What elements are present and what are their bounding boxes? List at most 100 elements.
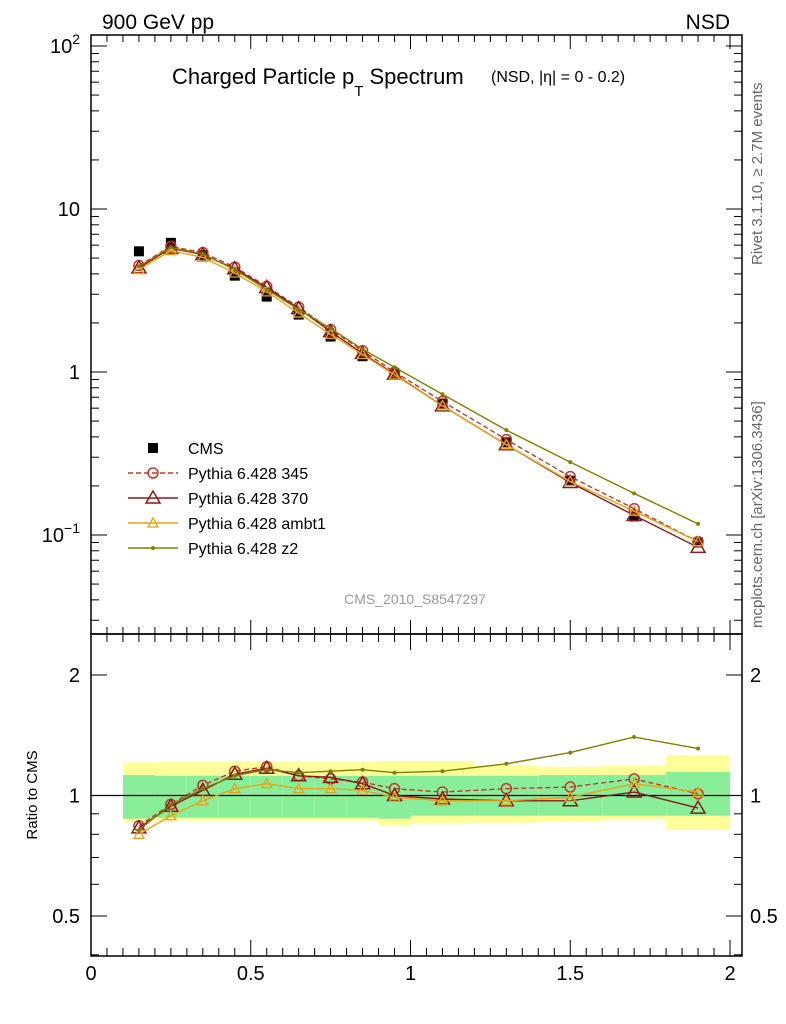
spectrum-point-pythia-6-428-ambt1: [564, 475, 577, 487]
ratio-line-pythia-6-428-370: [138, 767, 699, 829]
ratio-point-pythia-6-428-z2: [360, 767, 365, 772]
spectrum-line-pythia-6-428-345: [138, 245, 699, 543]
spectrum-point-pythia-6-428-ambt1: [388, 368, 401, 380]
x-tick-label: 1.5: [556, 963, 584, 985]
ratio-point-pythia-6-428-z2: [264, 767, 269, 772]
spectrum-point-pythia-6-428-ambt1: [691, 535, 705, 547]
spectrum-point-pythia-6-428-370: [689, 538, 707, 554]
spectrum-axes: 102 10 1 10−1: [42, 31, 742, 634]
ratio-series: [130, 735, 707, 839]
ratio-y-tick-label-left: 1: [69, 786, 80, 808]
spectrum-point-pythia-6-428-z2: [504, 428, 509, 433]
ratio-band-inner: [666, 771, 730, 816]
ratio-point-pythia-6-428-ambt1: [228, 782, 241, 794]
ratio-y-tick-label-left: 2: [69, 665, 80, 687]
legend-label-pythia-6-428-345: Pythia 6.428 345: [188, 466, 308, 483]
legend-label-pythia-6-428-z2: Pythia 6.428 z2: [188, 541, 298, 558]
spectrum-point-cms: [133, 246, 144, 257]
ratio-band-inner: [218, 775, 251, 818]
spectrum-point-pythia-6-428-ambt1: [324, 328, 337, 340]
x-tick-label: 1: [405, 963, 416, 985]
ratio-y-tick-label-right: 2: [750, 665, 761, 687]
analysis-watermark: CMS_2010_S8547297: [344, 591, 486, 607]
spectrum-point-cms: [261, 291, 272, 302]
ratio-point-pythia-6-428-ambt1: [132, 827, 146, 839]
ratio-point-pythia-6-428-ambt1: [388, 790, 401, 802]
ratio-point-pythia-6-428-345: [692, 788, 704, 800]
legend-label-pythia-6-428-370: Pythia 6.428 370: [188, 491, 308, 508]
spectrum-title-suffix: (NSD, |η| = 0 - 0.2): [491, 69, 625, 86]
ratio-band-inner: [250, 775, 283, 818]
spectrum-point-pythia-6-428-z2: [568, 460, 573, 465]
spectrum-point-pythia-6-428-ambt1: [436, 399, 449, 411]
ratio-point-pythia-6-428-ambt1: [356, 784, 369, 796]
spectrum-point-cms: [629, 511, 640, 522]
ratio-point-pythia-6-428-z2: [568, 750, 573, 755]
header-left-label: 900 GeV pp: [102, 11, 214, 34]
ratio-point-pythia-6-428-z2: [440, 769, 445, 774]
spectrum-point-pythia-6-428-ambt1: [164, 244, 177, 256]
spectrum-line-pythia-6-428-z2: [138, 246, 699, 525]
ratio-point-pythia-6-428-ambt1: [164, 809, 177, 821]
y-tick-label: 1: [69, 362, 80, 384]
spectrum-point-pythia-6-428-z2: [264, 287, 269, 292]
spectrum-point-pythia-6-428-ambt1: [500, 438, 513, 450]
ratio-point-pythia-6-428-370: [386, 787, 403, 802]
ratio-point-pythia-6-428-z2: [328, 769, 333, 774]
ratio-point-pythia-6-428-370: [258, 759, 276, 774]
ratio-point-pythia-6-428-ambt1: [564, 790, 577, 802]
mcplots-side-label: mcplots.cern.ch [arXiv:1306.3436]: [749, 401, 766, 628]
spectrum-point-pythia-6-428-ambt1: [132, 263, 146, 275]
ratio-frame: [90, 633, 743, 957]
spectrum-point-pythia-6-428-z2: [696, 521, 701, 526]
spectrum-point-cms: [165, 237, 176, 248]
spectrum-point-cms: [293, 309, 304, 320]
x-tick-label: 0: [85, 963, 96, 985]
legend-marker-cms: [148, 443, 158, 453]
spectrum-point-pythia-6-428-370: [162, 239, 180, 254]
spectrum-point-pythia-6-428-370: [625, 506, 643, 522]
ratio-y-tick-label-right: 1: [750, 786, 761, 808]
ratio-point-pythia-6-428-ambt1: [628, 777, 641, 789]
spectrum-point-pythia-6-428-z2: [360, 347, 365, 352]
spectrum-point-pythia-6-428-z2: [136, 264, 141, 269]
ratio-point-pythia-6-428-ambt1: [436, 794, 449, 806]
spectrum-point-pythia-6-428-z2: [296, 307, 301, 312]
ratio-point-pythia-6-428-z2: [392, 770, 397, 775]
ratio-band-inner: [282, 775, 315, 818]
ratio-point-pythia-6-428-ambt1: [324, 782, 337, 794]
ratio-band-inner: [122, 775, 155, 819]
spectrum-point-pythia-6-428-z2: [168, 245, 173, 250]
ratio-point-pythia-6-428-ambt1: [292, 782, 305, 794]
x-tick-label: 0.5: [237, 963, 265, 985]
ratio-point-pythia-6-428-z2: [136, 827, 141, 832]
ratio-y-axis-label: Ratio to CMS: [24, 750, 41, 839]
ratio-line-pythia-6-428-ambt1: [138, 783, 699, 835]
y-tick-label: 10−1: [42, 520, 80, 547]
ratio-point-pythia-6-428-370: [434, 790, 451, 805]
ratio-point-pythia-6-428-370: [689, 799, 707, 814]
ratio-panel: 0.5 0.5 1 1 2 2 0 0.5 1 1.5 2 Ratio to CMS: [24, 633, 778, 985]
ratio-y-tick-label-left: 0.5: [52, 906, 80, 928]
spectrum-point-cms: [693, 537, 704, 548]
spectrum-point-cms: [229, 270, 240, 281]
ratio-point-pythia-6-428-370: [354, 775, 371, 790]
spectrum-line-pythia-6-428-ambt1: [138, 249, 699, 543]
spectrum-point-pythia-6-428-ambt1: [228, 266, 241, 278]
spectrum-point-pythia-6-428-370: [434, 397, 451, 412]
ratio-point-pythia-6-428-370: [625, 783, 643, 798]
spectrum-point-cms: [501, 437, 512, 448]
legend-marker-pythia-6-428-z2: [151, 546, 155, 550]
legend-marker-pythia-6-428-345: [147, 467, 159, 479]
legend-marker-pythia-6-428-ambt1: [146, 516, 160, 528]
legend-marker-pythia-6-428-370: [144, 489, 162, 504]
ratio-point-pythia-6-428-345: [388, 782, 401, 795]
ratio-point-pythia-6-428-z2: [696, 746, 701, 751]
header-right-label: NSD: [686, 11, 730, 34]
spectrum-point-pythia-6-428-370: [498, 436, 515, 451]
x-tick-label: 2: [724, 963, 735, 985]
legend-label-cms: CMS: [188, 441, 224, 458]
ratio-point-pythia-6-428-370: [290, 767, 307, 782]
spectrum-title: Charged Particle pT Spectrum: [172, 64, 464, 100]
